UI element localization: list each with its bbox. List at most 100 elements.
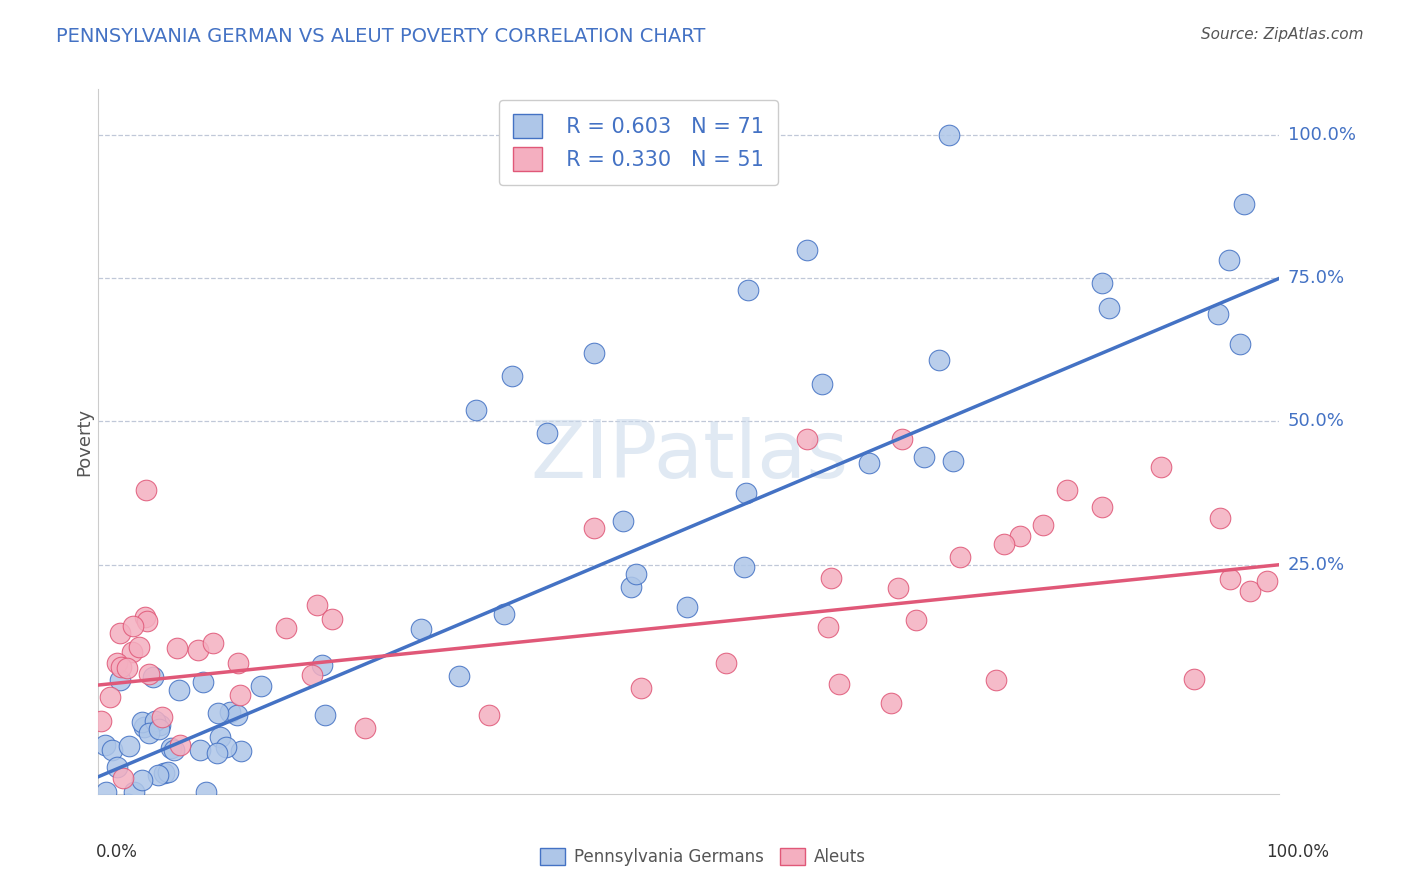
Point xyxy=(131,772,153,787)
Point xyxy=(733,559,755,574)
Point xyxy=(225,708,247,723)
Point xyxy=(676,600,699,615)
Point xyxy=(167,682,190,697)
Point xyxy=(928,353,950,368)
Point xyxy=(938,128,960,142)
Point xyxy=(120,880,142,892)
Point xyxy=(354,722,377,736)
Point xyxy=(1239,583,1261,598)
Legend:   R = 0.603   N = 71,   R = 0.330   N = 51: R = 0.603 N = 71, R = 0.330 N = 51 xyxy=(499,100,779,186)
Point xyxy=(215,739,238,754)
Point xyxy=(94,785,117,799)
Point xyxy=(157,765,180,780)
Point xyxy=(110,660,132,674)
Point xyxy=(218,705,240,719)
Point xyxy=(100,690,122,705)
Point xyxy=(311,657,333,672)
Point xyxy=(149,718,172,732)
Legend: Pennsylvania Germans, Aleuts: Pennsylvania Germans, Aleuts xyxy=(531,840,875,875)
Text: 0.0%: 0.0% xyxy=(96,843,138,861)
Point xyxy=(1182,673,1205,687)
Point xyxy=(1090,276,1112,290)
Point xyxy=(301,668,323,682)
Point xyxy=(890,432,912,446)
Point xyxy=(612,514,634,528)
Text: 25.0%: 25.0% xyxy=(1288,556,1346,574)
Point xyxy=(153,765,176,780)
Point xyxy=(307,599,329,613)
Point xyxy=(150,710,173,724)
Point xyxy=(1229,336,1251,351)
Point xyxy=(820,571,842,585)
Point xyxy=(226,657,249,671)
Point xyxy=(135,483,157,498)
Point xyxy=(208,730,231,744)
Point xyxy=(169,738,191,752)
Point xyxy=(191,674,214,689)
Text: ZIPatlas: ZIPatlas xyxy=(530,417,848,495)
Point xyxy=(1091,500,1114,515)
Point xyxy=(321,612,343,626)
Point xyxy=(128,806,150,821)
Point xyxy=(492,607,515,621)
Point xyxy=(122,785,145,799)
Point xyxy=(240,804,263,818)
Point xyxy=(1219,572,1241,586)
Point xyxy=(160,740,183,755)
Point xyxy=(1218,252,1240,267)
Point xyxy=(1098,301,1121,315)
Point xyxy=(108,626,131,640)
Point xyxy=(817,620,839,634)
Point xyxy=(1056,483,1078,498)
Point xyxy=(274,621,297,635)
Point xyxy=(105,657,128,671)
Point xyxy=(202,636,225,650)
Point xyxy=(229,688,252,702)
Point xyxy=(145,801,167,815)
Y-axis label: Poverty: Poverty xyxy=(75,408,93,475)
Point xyxy=(314,707,336,722)
Text: 100.0%: 100.0% xyxy=(1265,843,1329,861)
Point xyxy=(148,722,170,736)
Point xyxy=(138,726,160,740)
Point xyxy=(146,768,169,782)
Point xyxy=(131,714,153,729)
Point xyxy=(796,432,818,446)
Point xyxy=(582,521,605,535)
Point xyxy=(1032,517,1054,532)
Point xyxy=(1206,307,1229,321)
Point xyxy=(166,641,188,656)
Point xyxy=(105,760,128,774)
Text: 50.0%: 50.0% xyxy=(1288,412,1344,431)
Point xyxy=(134,610,156,624)
Point xyxy=(138,666,160,681)
Point xyxy=(904,614,927,628)
Point xyxy=(150,806,173,821)
Point xyxy=(942,454,965,468)
Point xyxy=(108,673,131,687)
Point xyxy=(162,743,184,757)
Point xyxy=(94,738,117,752)
Point xyxy=(858,457,880,471)
Point xyxy=(90,714,112,728)
Point xyxy=(828,677,851,691)
Point xyxy=(121,618,143,632)
Text: Source: ZipAtlas.com: Source: ZipAtlas.com xyxy=(1201,27,1364,42)
Point xyxy=(117,797,139,811)
Point xyxy=(986,673,1008,688)
Point xyxy=(250,679,273,693)
Point xyxy=(811,376,834,391)
Point xyxy=(153,801,176,815)
Text: 75.0%: 75.0% xyxy=(1288,269,1346,287)
Point xyxy=(447,669,470,683)
Point xyxy=(796,243,818,257)
Point xyxy=(465,403,488,417)
Text: PENNSYLVANIA GERMAN VS ALEUT POVERTY CORRELATION CHART: PENNSYLVANIA GERMAN VS ALEUT POVERTY COR… xyxy=(56,27,706,45)
Point xyxy=(1256,574,1278,589)
Point xyxy=(912,450,935,464)
Point xyxy=(1150,460,1173,475)
Point xyxy=(536,425,558,440)
Point xyxy=(737,283,759,297)
Point xyxy=(583,345,606,359)
Point xyxy=(187,643,209,657)
